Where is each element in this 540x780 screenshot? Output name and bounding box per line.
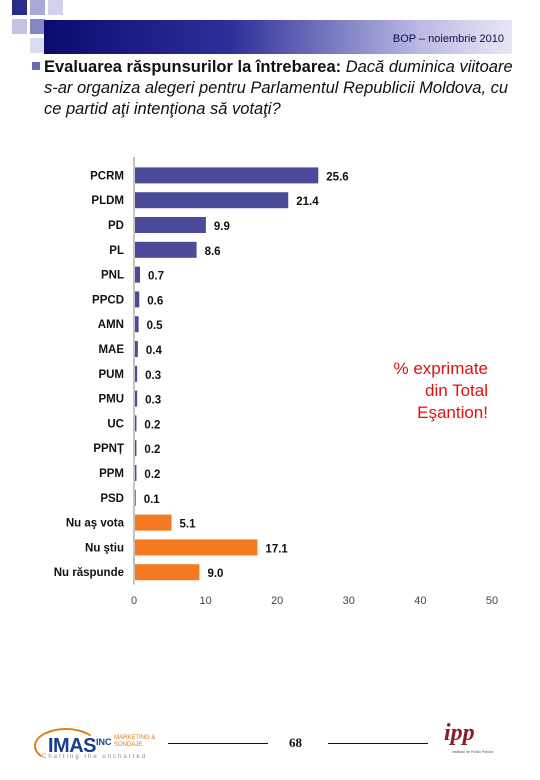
chart-labels: PCRM 25.6 PLDM 21.4 PD 9.9 PL 8.6 PNL 0.7 PPCD 0.6 A… [54,170,349,580]
decor-square-4 [12,19,27,34]
value-label: 8.6 [205,246,221,258]
category-label: PNL [101,270,124,282]
x-tick-label: 0 [131,595,137,607]
category-label: PCRM [90,170,124,182]
page-title: Evaluarea răspunsurilor la întrebarea: D… [44,57,524,120]
bar-pldm [135,192,289,209]
chart-axis: 0 10 20 30 40 50 [131,157,498,607]
footer-line-left [168,743,268,744]
bar-pnl [135,266,141,283]
decor-square-6 [30,38,45,53]
category-label: PSD [100,493,124,505]
bar-pum [135,365,138,382]
header-survey-label: BOP – noiembrie 2010 [392,33,504,45]
value-label: 9.9 [214,221,230,233]
decor-square-1 [12,0,27,15]
page-number: 68 [289,735,302,750]
category-label: PL [109,245,124,257]
footer: IMAS INC MARKETING & SONDAJE Charting th… [0,718,540,768]
imas-swoosh-icon [34,728,98,764]
value-label: 5.1 [180,519,197,531]
bar-pl [135,241,197,258]
x-tick-label: 10 [199,595,211,607]
decor-square-3 [48,0,63,15]
bar-chart: 0 10 20 30 40 50 PCRM 25.6 PLDM 21.4 PD 9.9 PL 8.6 PN… [54,157,498,607]
bar-nu-răspunde [135,564,200,581]
imas-tagline: Charting the uncharted [42,754,148,760]
value-label: 0.3 [145,370,161,382]
decor-square-5 [30,19,45,34]
value-label: 0.2 [144,419,160,431]
value-label: 9.0 [207,568,223,580]
bar-pd [135,217,206,233]
value-label: 0.6 [147,295,163,307]
x-tick-label: 20 [271,595,283,607]
bar-nu-ştiu [135,539,258,556]
category-label: PPNȚ [93,443,124,455]
category-label: Nu aş vota [66,518,125,530]
value-label: 25.6 [326,171,348,183]
value-label: 0.4 [146,345,163,357]
x-tick-label: 30 [343,595,355,607]
category-label: Nu răspunde [54,567,124,579]
bar-ppm [135,465,137,481]
category-label: PPCD [92,294,124,306]
category-label: PPM [99,468,124,480]
category-label: PUM [98,369,124,381]
category-label: UC [107,418,124,430]
imas-inc: INC [96,737,112,747]
note-line-2: din Total [424,381,488,400]
ipp-sub: Institutul de Politici Publice [452,750,494,754]
category-label: Nu ştiu [85,542,124,554]
bar-mae [135,341,138,357]
value-label: 21.4 [296,196,319,208]
imas-brand: IMAS [48,735,97,757]
bar-ppcd [135,291,140,308]
note-line-1: % exprimate [393,359,488,378]
bar-uc [135,415,137,432]
imas-logo: IMAS INC MARKETING & SONDAJE Charting th… [34,725,164,765]
bar-ppnț [135,440,137,457]
bar-nu-aş-vota [135,514,172,531]
imas-sub: MARKETING & SONDAJE [114,735,156,748]
title-question: Dacă duminica viitoare s-ar organiza ale… [44,58,513,118]
title-bullet [32,62,40,70]
ipp-logo-text: ipp [444,720,475,746]
note-line-3: Eşantion! [417,403,488,422]
category-label: PMU [98,394,124,406]
value-label: 0.3 [145,395,161,407]
decor-square-2 [30,0,45,15]
value-label: 0.2 [144,469,160,481]
value-label: 17.1 [265,543,288,555]
bar-amn [135,316,139,333]
ipp-logo: ipp Institutul de Politici Publice [444,720,514,764]
value-label: 0.7 [148,271,164,283]
chart-bars [135,167,319,581]
x-tick-label: 50 [486,595,498,607]
sample-note: % exprimate din Total Eşantion! [348,358,488,424]
header-bar [44,20,512,54]
category-label: PLDM [91,195,124,207]
value-label: 0.2 [144,444,160,456]
category-label: MAE [98,344,124,356]
footer-line-right [328,743,428,744]
value-label: 0.5 [147,320,164,332]
x-tick-label: 40 [414,595,426,607]
bar-pcrm [135,167,319,184]
value-label: 0.1 [144,494,161,506]
category-label: PD [108,220,124,232]
category-label: AMN [98,319,124,331]
title-bold: Evaluarea răspunsurilor la întrebarea: [44,58,342,76]
bar-psd [135,489,136,506]
bar-pmu [135,390,138,407]
